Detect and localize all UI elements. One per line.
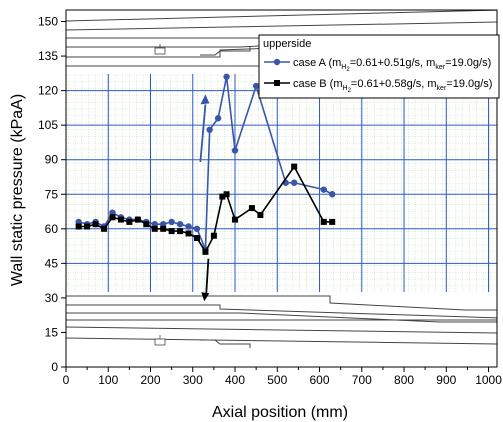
x-tick-label: 1000 bbox=[475, 373, 502, 387]
data-point-case-a bbox=[320, 186, 327, 193]
data-point-case-a bbox=[168, 218, 175, 226]
data-point-case-b bbox=[210, 232, 217, 239]
x-tick-label: 300 bbox=[183, 373, 203, 387]
schematic-line bbox=[66, 21, 497, 31]
arrow-up-head bbox=[200, 94, 210, 105]
y-tick-label: 135 bbox=[38, 49, 58, 63]
x-tick-label: 600 bbox=[310, 373, 330, 387]
data-point-case-a bbox=[329, 191, 336, 198]
y-tick-label: 15 bbox=[45, 325, 59, 339]
legend-marker-case-a bbox=[273, 58, 281, 66]
data-series bbox=[75, 73, 336, 255]
arrow-down-head bbox=[201, 292, 210, 302]
data-point-case-b bbox=[202, 248, 209, 255]
data-point-case-a bbox=[185, 223, 192, 230]
plot-frame bbox=[65, 9, 498, 368]
data-point-case-b bbox=[75, 223, 82, 230]
schematic-line bbox=[66, 304, 497, 319]
x-axis-label: Axial position (mm) bbox=[212, 404, 348, 421]
data-point-case-b bbox=[291, 163, 298, 170]
data-point-case-a bbox=[159, 221, 167, 228]
schematic-line bbox=[66, 10, 497, 22]
y-tick-label: 45 bbox=[45, 256, 59, 270]
y-tick-label: 90 bbox=[45, 153, 59, 167]
x-tick-label: 900 bbox=[436, 373, 456, 387]
data-point-case-b bbox=[151, 225, 158, 232]
y-tick-label: 75 bbox=[45, 187, 59, 201]
data-point-case-a bbox=[214, 115, 222, 122]
data-point-case-a bbox=[223, 73, 230, 80]
data-point-case-a bbox=[151, 221, 158, 228]
y-tick-label: 30 bbox=[45, 291, 59, 305]
data-point-case-b bbox=[185, 230, 192, 237]
x-tick-label: 0 bbox=[63, 373, 70, 387]
data-point-case-b bbox=[126, 218, 133, 225]
data-point-case-b bbox=[232, 216, 239, 223]
schematic-line bbox=[66, 312, 497, 323]
data-point-case-a bbox=[290, 179, 298, 186]
x-tick-label: 800 bbox=[394, 373, 414, 387]
data-point-case-b bbox=[329, 218, 336, 225]
y-tick-label: 0 bbox=[51, 360, 58, 374]
data-point-case-b bbox=[84, 223, 91, 230]
data-point-case-b bbox=[248, 205, 255, 212]
data-point-case-b bbox=[177, 228, 184, 235]
injector-symbol bbox=[154, 338, 166, 346]
schematic-line bbox=[66, 337, 497, 345]
data-point-case-a bbox=[75, 218, 82, 226]
x-tick-label: 100 bbox=[98, 373, 118, 387]
x-tick-label: 400 bbox=[225, 373, 245, 387]
y-axis-label: Wall static pressure (kPaA) bbox=[9, 94, 26, 286]
schematic-line bbox=[66, 326, 497, 334]
data-point-case-b bbox=[109, 214, 116, 221]
data-point-case-a bbox=[109, 209, 116, 216]
x-tick-label: 200 bbox=[140, 373, 160, 387]
data-point-case-a bbox=[206, 126, 213, 133]
data-point-case-b bbox=[168, 228, 175, 235]
legend-marker-case-b bbox=[274, 80, 280, 86]
data-point-case-b bbox=[134, 216, 141, 223]
y-tick-label: 105 bbox=[38, 118, 58, 132]
legend: upperside case A (mH2=0.61+0.51g/s, mker… bbox=[258, 34, 500, 99]
data-point-case-b bbox=[92, 221, 99, 228]
legend-title: upperside bbox=[263, 38, 311, 50]
arrow-down-shaft bbox=[205, 258, 210, 294]
minor-grid-region bbox=[66, 74, 497, 292]
data-point-case-a bbox=[193, 225, 201, 233]
data-point-case-b bbox=[223, 191, 230, 198]
y-tick-label: 60 bbox=[45, 222, 59, 236]
data-point-case-b bbox=[143, 221, 150, 228]
data-point-case-b bbox=[101, 225, 108, 232]
data-point-case-a bbox=[231, 147, 239, 154]
schematic-line bbox=[200, 339, 251, 348]
data-point-case-a bbox=[176, 221, 184, 228]
data-point-case-b bbox=[257, 211, 264, 218]
data-point-case-b bbox=[219, 193, 226, 200]
legend-entry-case-a: case A (mH2=0.61+0.51g/s, mker=19.0g/s) bbox=[293, 57, 491, 73]
data-point-case-b bbox=[160, 225, 167, 232]
x-tick-label: 700 bbox=[352, 373, 372, 387]
legend-box bbox=[258, 34, 500, 99]
injector-symbol bbox=[154, 47, 166, 55]
schematic-line bbox=[200, 47, 251, 56]
arrow-up-shaft bbox=[199, 104, 207, 163]
data-point-case-a bbox=[252, 82, 260, 90]
schematic-line bbox=[66, 295, 497, 311]
axes: 0 100 200 300 400 500 600 700 800 900 1000 0 15 30 45 6… bbox=[38, 9, 502, 387]
legend-entry-case-b: case B (mH2=0.61+0.58g/s, mker=19.0g/s) bbox=[293, 78, 492, 94]
data-point-case-b bbox=[320, 218, 327, 225]
data-point-case-b bbox=[117, 216, 124, 223]
data-point-case-b bbox=[193, 235, 200, 242]
y-tick-label: 120 bbox=[38, 84, 58, 98]
x-tick-label: 500 bbox=[267, 373, 287, 387]
y-tick-label: 150 bbox=[38, 15, 58, 29]
annotation-arrows bbox=[199, 94, 210, 302]
